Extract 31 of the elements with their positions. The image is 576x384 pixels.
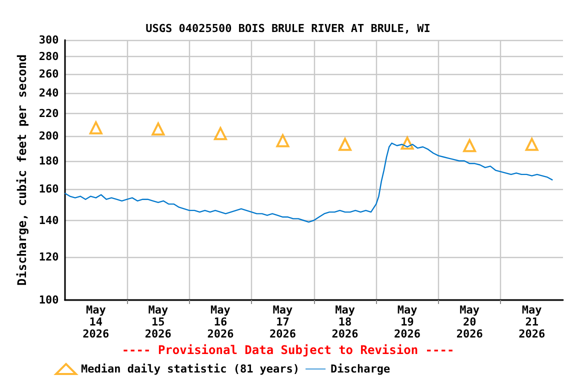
x-tick-label: May 15 2026 [144, 304, 172, 340]
x-tick-label: May 16 2026 [207, 304, 234, 340]
y-tick-label: 220 [38, 106, 59, 120]
y-tick-label: 140 [38, 214, 59, 227]
point [338, 138, 352, 151]
point [152, 122, 165, 136]
y-tick-label: 180 [38, 154, 59, 168]
y-tick-label: 280 [38, 50, 59, 63]
point [89, 121, 102, 134]
y-tick-label: 120 [38, 250, 59, 264]
y-axis-title: Discharge, cubic feet per second [15, 54, 29, 286]
x-tick-label: May 14 2026 [82, 304, 110, 340]
y-tick-label: 200 [38, 129, 59, 142]
y-tick-label: 240 [38, 86, 59, 100]
point [214, 127, 227, 140]
chart-title: USGS 04025500 BOIS BRULE RIVER AT BRULE, WI [146, 22, 430, 35]
point [525, 138, 538, 151]
x-tick-label: May 17 2026 [269, 304, 296, 340]
legend-label: Median daily statistic (81 years) [81, 362, 300, 376]
x-tick-label: May 18 2026 [332, 304, 359, 340]
point [276, 134, 290, 148]
point [463, 139, 476, 152]
x-tick-label: May 19 2026 [394, 304, 421, 340]
y-tick-label: 260 [38, 67, 59, 80]
x-tick-label: May 20 2026 [456, 304, 484, 340]
y-tick-label: 300 [38, 34, 59, 46]
legend-label: Discharge [330, 362, 391, 376]
y-tick-label: 100 [38, 294, 59, 306]
y-tick-label: 160 [38, 182, 59, 196]
x-tick-label: May 21 2026 [518, 304, 546, 340]
text: ---- Provisional Data Subject to Revision ---- [122, 343, 454, 357]
